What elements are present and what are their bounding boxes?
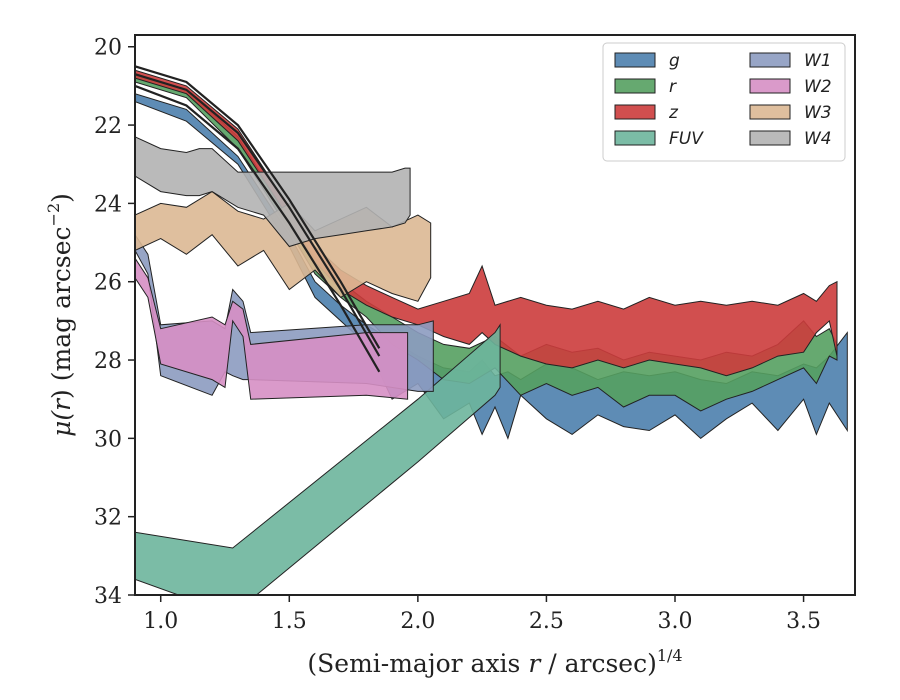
band-W4 — [135, 136, 411, 248]
y-tick-label: 22 — [94, 114, 122, 139]
legend-label-W2: W2 — [804, 77, 832, 97]
x-axis-label-sup: 1/4 — [657, 646, 683, 665]
x-axis-label: (Semi-major axis r / arcsec)1/4 — [307, 646, 682, 678]
y-axis-label: μ(r) (mag arcsec−2) — [44, 193, 76, 437]
x-axis-label-var: r — [528, 649, 542, 678]
legend-label-g: g — [669, 51, 680, 71]
y-axis-label-mid: ) (mag arcsec — [47, 226, 76, 399]
model-curve-3 — [135, 84, 381, 373]
legend-label-z: z — [668, 103, 679, 123]
legend: grz FUV W1 W2 W3 W4 — [602, 42, 846, 162]
legend-label-FUV: FUV — [669, 129, 704, 149]
legend-label-r: r — [669, 77, 677, 97]
x-tick-label: 1.0 — [143, 609, 178, 634]
y-axis-label-sup: −2 — [44, 203, 63, 227]
x-tick-label: 2.5 — [529, 609, 564, 634]
y-tick-label: 26 — [94, 271, 122, 296]
legend-label-W4: W4 — [804, 129, 832, 149]
x-tick-label: 2.0 — [400, 609, 435, 634]
legend-swatch-FUV — [614, 130, 656, 146]
y-axis-ticks: 20 22 24 26 28 30 32 34 — [94, 36, 135, 609]
legend-swatch-W4 — [749, 130, 791, 146]
y-axis-label-prefix: μ( — [47, 410, 76, 437]
legend-swatch-r — [614, 78, 656, 94]
y-tick-label: 30 — [94, 427, 122, 452]
band-FUV — [135, 323, 501, 595]
x-axis-label-suffix: / arcsec) — [540, 649, 657, 678]
x-tick-label: 3.5 — [786, 609, 821, 634]
legend-swatch-W3 — [749, 104, 791, 120]
model-curve-1 — [135, 65, 381, 349]
model-curves — [135, 65, 381, 373]
band-W2 — [135, 257, 409, 400]
x-tick-label: 3.0 — [658, 609, 693, 634]
y-tick-label: 20 — [94, 36, 122, 61]
data-bands — [135, 69, 848, 595]
y-tick-label: 32 — [94, 506, 122, 531]
y-tick-label: 24 — [94, 192, 122, 217]
y-tick-label: 34 — [94, 584, 122, 609]
legend-swatch-W1 — [749, 52, 791, 68]
y-axis-label-var: r — [47, 397, 76, 411]
legend-swatch-W2 — [749, 78, 791, 94]
model-curve-2 — [135, 73, 381, 357]
legend-label-W3: W3 — [804, 103, 832, 123]
legend-swatch-g — [614, 52, 656, 68]
y-axis-label-suffix: ) — [47, 193, 76, 203]
x-axis-ticks: 1.0 1.5 2.0 2.5 3.0 3.5 — [143, 595, 821, 634]
x-tick-label: 1.5 — [272, 609, 307, 634]
legend-swatch-z — [614, 104, 656, 120]
legend-label-W1: W1 — [804, 51, 832, 71]
y-tick-label: 28 — [94, 349, 122, 374]
plot-frame — [134, 34, 856, 596]
x-axis-label-prefix: (Semi-major axis — [307, 649, 528, 678]
